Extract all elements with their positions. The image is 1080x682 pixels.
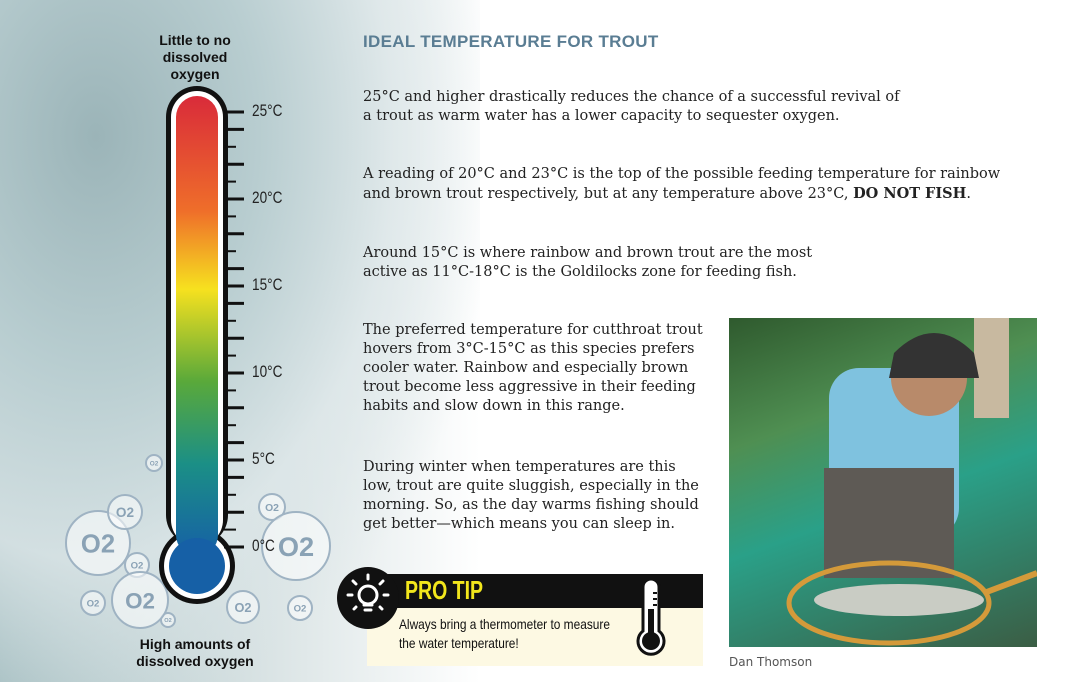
lightbulb-icon xyxy=(337,567,399,629)
paragraph-10c: The preferred temperature for cutthroat … xyxy=(363,322,703,414)
oxygen-bubble-icon xyxy=(80,590,106,616)
oxygen-label: O2 xyxy=(87,599,100,610)
oxygen-label: O2 xyxy=(234,600,251,615)
thermometer-icon xyxy=(636,579,666,656)
tick-label: 20°C xyxy=(252,188,283,207)
paragraph-20c: A reading of 20°C and 23°C is the top of… xyxy=(363,165,1023,204)
oxygen-bubble-icon xyxy=(107,494,143,530)
angler-with-trout-photo xyxy=(729,318,1037,647)
tick-label: 25°C xyxy=(252,101,283,120)
paragraph-25c: 25°C and higher drastically reduces the … xyxy=(363,89,900,124)
oxygen-bubble-icon xyxy=(65,510,131,576)
oxygen-label: O2 xyxy=(116,505,135,520)
tick-label: 0°C xyxy=(252,536,275,555)
oxygen-bubble-icon xyxy=(258,493,286,521)
pro-tip-box: PRO TIP Always bring a thermometer to me… xyxy=(337,567,703,667)
oxygen-label: O2 xyxy=(294,604,307,615)
tick-label: 15°C xyxy=(252,275,283,294)
pro-tip-title: PRO TIP xyxy=(405,575,484,605)
oxygen-bubble-icon xyxy=(145,454,163,472)
paragraph-text: A reading of 20°C and 23°C is the top of… xyxy=(363,166,1001,202)
paragraph-text: . xyxy=(966,186,971,202)
oxygen-label: O2 xyxy=(265,503,279,514)
oxygen-label: O2 xyxy=(131,561,144,572)
pro-tip-text: Always bring a thermometer to measure th… xyxy=(399,616,610,651)
do-not-fish-warning: DO NOT FISH xyxy=(853,185,967,202)
tick-label: 10°C xyxy=(252,362,283,381)
oxygen-label: O2 xyxy=(150,460,159,467)
oxygen-bubble-icon xyxy=(111,571,169,629)
paragraph-5c: During winter when temperatures are this… xyxy=(363,459,699,532)
oxygen-label: O2 xyxy=(278,531,314,562)
bottom-label: High amounts of dissolved oxygen xyxy=(136,636,254,669)
tick-label: 5°C xyxy=(252,449,275,468)
oxygen-label: O2 xyxy=(164,618,171,624)
oxygen-bubble-icon xyxy=(287,595,313,621)
oxygen-bubble-icon xyxy=(261,511,331,581)
photo-caption: Dan Thomson xyxy=(729,655,813,669)
oxygen-label: O2 xyxy=(125,588,155,613)
oxygen-label: O2 xyxy=(81,531,115,559)
oxygen-bubble-icon xyxy=(226,590,260,624)
page-title: IDEAL TEMPERATURE FOR TROUT xyxy=(363,32,659,51)
paragraph-15c: Around 15°C is where rainbow and brown t… xyxy=(363,245,813,280)
top-label: Little to no dissolved oxygen xyxy=(159,32,231,82)
